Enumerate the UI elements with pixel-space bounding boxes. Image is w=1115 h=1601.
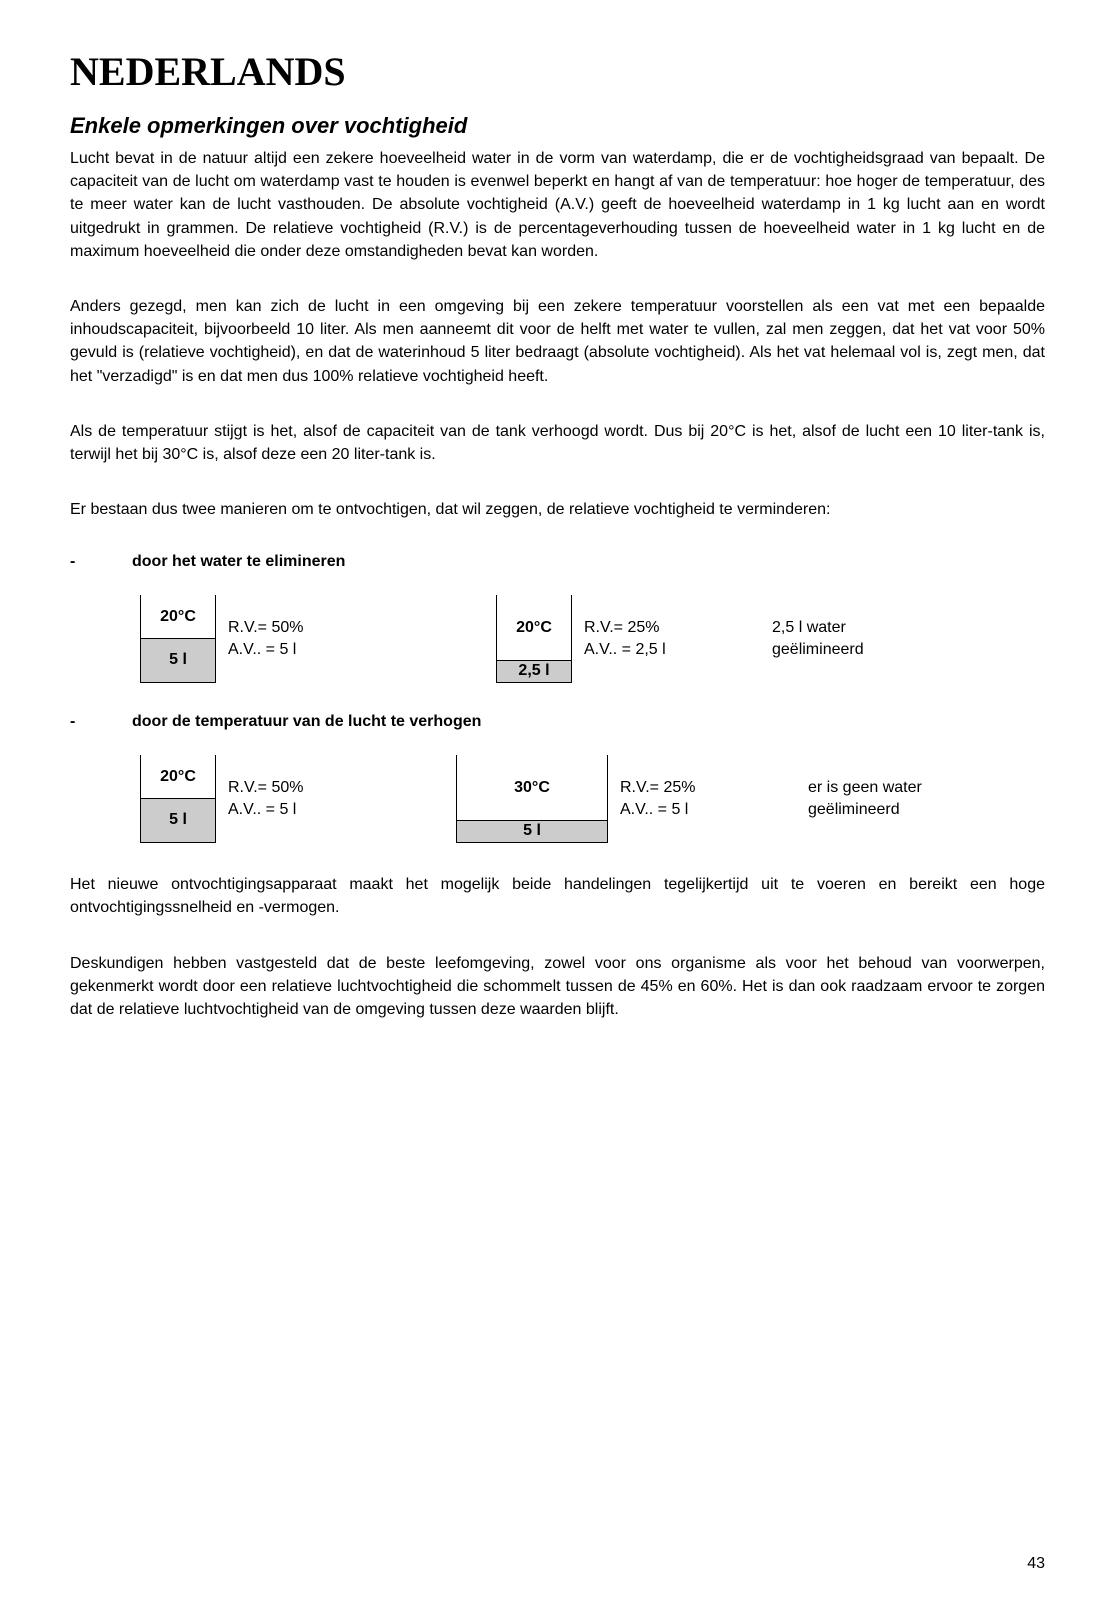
reading-av: A.V.. = 5 l: [228, 639, 376, 661]
tank-top-label: 30°C: [457, 755, 607, 821]
reading-av: A.V.. = 5 l: [620, 799, 768, 821]
paragraph-1: Lucht bevat in de natuur altijd een zeke…: [70, 147, 1045, 263]
diagram-result: er is geen watergeëlimineerd: [768, 777, 922, 822]
paragraph-3: Als de temperatuur stijgt is het, alsof …: [70, 420, 1045, 466]
tank-top-label: 20°C: [141, 595, 215, 639]
tank-bottom-label: 5 l: [141, 638, 215, 682]
tank-bottom-label: 2,5 l: [497, 660, 571, 682]
paragraph-6: Deskundigen hebben vastgesteld dat de be…: [70, 952, 1045, 1022]
bullet-dash: -: [70, 713, 132, 731]
diagram-result: 2,5 l watergeëlimineerd: [732, 617, 864, 662]
reading-av: A.V.. = 2,5 l: [584, 639, 732, 661]
reading-rv: R.V.= 25%: [620, 777, 768, 799]
reading-rv: R.V.= 50%: [228, 617, 376, 639]
tank-block-left: 20°C5 lR.V.= 50%A.V.. = 5 l: [140, 755, 376, 843]
bullet-2: - door de temperatuur van de lucht te ve…: [70, 713, 1045, 731]
page-number: 43: [1027, 1555, 1045, 1573]
tank-top-label: 20°C: [497, 595, 571, 661]
reading-rv: R.V.= 50%: [228, 777, 376, 799]
tank-readings: R.V.= 25%A.V.. = 5 l: [608, 777, 768, 822]
tank: 30°C5 l: [456, 755, 608, 843]
result-line: geëlimineerd: [772, 639, 864, 661]
paragraph-5: Het nieuwe ontvochtigingsapparaat maakt …: [70, 873, 1045, 919]
tank-readings: R.V.= 50%A.V.. = 5 l: [216, 777, 376, 822]
result-line: er is geen water: [808, 777, 922, 799]
section-heading: Enkele opmerkingen over vochtigheid: [70, 113, 1045, 139]
tank: 20°C5 l: [140, 595, 216, 683]
tank-readings: R.V.= 25%A.V.. = 2,5 l: [572, 617, 732, 662]
bullet-1: - door het water te elimineren: [70, 553, 1045, 571]
paragraph-2: Anders gezegd, men kan zich de lucht in …: [70, 295, 1045, 388]
tank-top-label: 20°C: [141, 755, 215, 799]
bullet-dash: -: [70, 553, 132, 571]
diagram-2: 20°C5 lR.V.= 50%A.V.. = 5 l30°C5 lR.V.= …: [70, 755, 1045, 843]
tank-bottom-label: 5 l: [141, 798, 215, 842]
tank-block-right: 30°C5 lR.V.= 25%A.V.. = 5 l: [456, 755, 768, 843]
tank-bottom-label: 5 l: [457, 820, 607, 842]
reading-av: A.V.. = 5 l: [228, 799, 376, 821]
diagram-1: 20°C5 lR.V.= 50%A.V.. = 5 l20°C2,5 lR.V.…: [70, 595, 1045, 683]
tank: 20°C5 l: [140, 755, 216, 843]
tank-readings: R.V.= 50%A.V.. = 5 l: [216, 617, 376, 662]
page-title: NEDERLANDS: [70, 48, 1045, 95]
tank-block-left: 20°C5 lR.V.= 50%A.V.. = 5 l: [140, 595, 376, 683]
result-line: 2,5 l water: [772, 617, 864, 639]
bullet-2-text: door de temperatuur van de lucht te verh…: [132, 713, 481, 731]
tank-block-right: 20°C2,5 lR.V.= 25%A.V.. = 2,5 l: [496, 595, 732, 683]
tank: 20°C2,5 l: [496, 595, 572, 683]
result-line: geëlimineerd: [808, 799, 922, 821]
bullet-1-text: door het water te elimineren: [132, 553, 345, 571]
paragraph-4: Er bestaan dus twee manieren om te ontvo…: [70, 498, 1045, 521]
reading-rv: R.V.= 25%: [584, 617, 732, 639]
